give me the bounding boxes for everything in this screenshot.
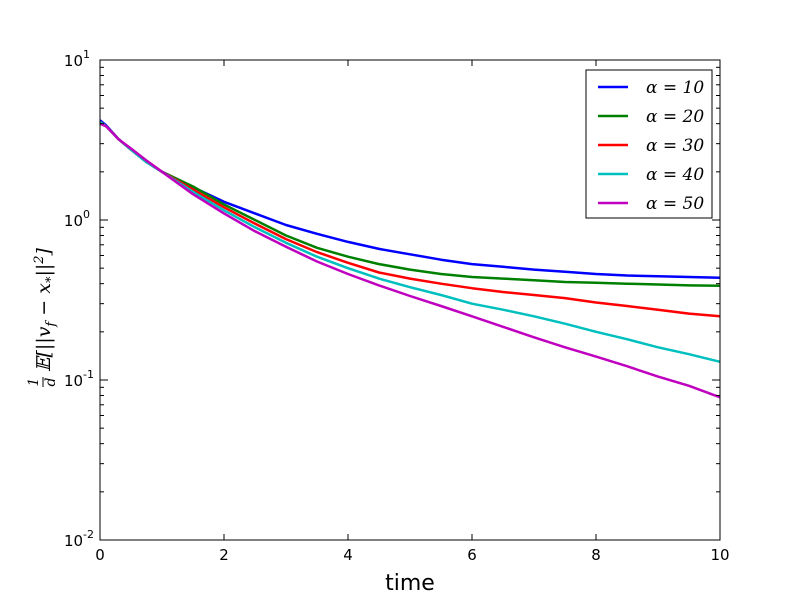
series-line-5 xyxy=(99,122,721,399)
legend: α = 10 α = 20 α = 30 α = 40 α = 50 xyxy=(585,69,713,219)
legend-label-4: α = 40 xyxy=(646,165,704,185)
y-tick-label: 101 xyxy=(64,48,90,70)
legend-label-3: α = 30 xyxy=(646,136,704,156)
y-tick-label: 100 xyxy=(64,208,90,230)
x-tick-label: 8 xyxy=(591,546,601,564)
svg-text:1: 1 xyxy=(26,378,42,387)
x-tick-label: 0 xyxy=(95,546,105,564)
ticks-layer: 0 2 4 6 8 10 10-2 10-1 100 101 xyxy=(64,48,730,564)
x-tick-label: 2 xyxy=(219,546,229,564)
legend-label-1: α = 10 xyxy=(646,78,704,98)
series-layer xyxy=(99,119,721,399)
svg-text:d: d xyxy=(43,377,59,386)
legend-label-2: α = 20 xyxy=(646,107,704,127)
x-tick-label: 4 xyxy=(343,546,353,564)
svg-text:𝔼[||vf − x*||2]: 𝔼[||vf − x*||2] xyxy=(32,247,59,372)
y-axis-title: 1 d 𝔼[||vf − x*||2] xyxy=(26,247,59,387)
y-axis-fraction: 1 d xyxy=(26,377,59,387)
x-tick-label: 6 xyxy=(467,546,477,564)
y-tick-label: 10-1 xyxy=(64,368,94,390)
plot-frame xyxy=(99,59,721,541)
y-tick-label: 10-2 xyxy=(64,528,94,550)
x-tick-label: 10 xyxy=(710,546,729,564)
x-axis-title: time xyxy=(385,571,435,596)
legend-label-5: α = 50 xyxy=(646,194,704,214)
